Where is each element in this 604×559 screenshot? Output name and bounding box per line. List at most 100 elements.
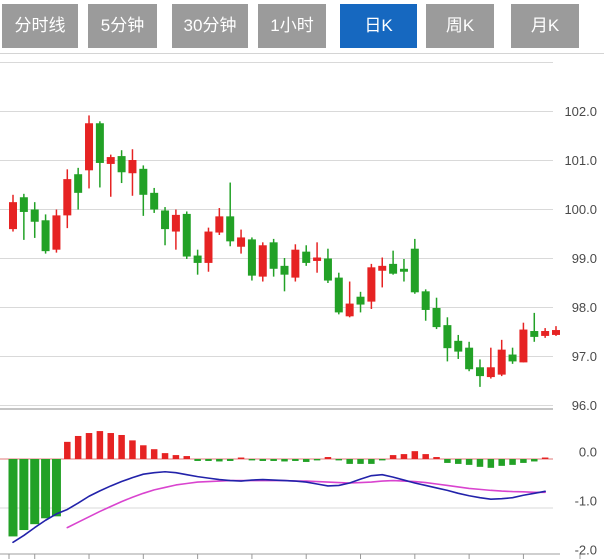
candle-body [41, 220, 50, 252]
candle-body [345, 303, 354, 317]
macd-histogram-bar [41, 459, 51, 519]
macd-histogram-bar [161, 453, 169, 459]
candle-body [52, 215, 61, 250]
macd-histogram-bar [422, 454, 429, 459]
candle-body [139, 168, 148, 195]
candle-body [30, 209, 39, 222]
macd-histogram-bar [389, 455, 397, 459]
candle-body [356, 296, 365, 305]
macd-histogram-bar [444, 459, 451, 463]
macd-histogram-bar [302, 459, 310, 462]
tab-5分钟[interactable]: 5分钟 [88, 4, 157, 48]
candle-body [215, 216, 224, 233]
candle-body [432, 307, 441, 328]
candle-body [530, 331, 539, 337]
candle-body [454, 340, 463, 352]
tab-月K[interactable]: 月K [511, 4, 579, 48]
tab-周K[interactable]: 周K [426, 4, 494, 48]
macd-histogram-bar [357, 459, 364, 464]
macd-histogram-bar [476, 459, 484, 467]
macd-axis-label: 0.0 [579, 445, 597, 460]
macd-histogram-bar [216, 459, 223, 462]
macd-histogram-bar [172, 455, 180, 459]
candle-body [541, 331, 550, 336]
macd-histogram-bar [205, 459, 212, 461]
candle-body [161, 210, 170, 230]
candle-body [313, 257, 322, 261]
macd-histogram-bar [270, 459, 277, 461]
tab-分时线[interactable]: 分时线 [2, 4, 78, 48]
candle-body [74, 174, 83, 193]
macd-histogram-bar [30, 459, 40, 525]
candle-body [204, 231, 213, 263]
candle-body [85, 123, 94, 171]
period-tabbar: 分时线 5分钟 30分钟 1小时 日K 周K 月K [0, 0, 604, 53]
macd-dif-line [12, 470, 546, 544]
candle-body [421, 291, 430, 310]
macd-histogram-bar [281, 459, 288, 462]
price-axis-label: 97.0 [572, 349, 597, 364]
macd-histogram-bar [150, 449, 158, 459]
macd-histogram-bar [248, 459, 256, 461]
candle-body [171, 214, 180, 232]
macd-histogram-bar [455, 459, 462, 464]
macd-histogram-bar [140, 445, 147, 459]
candle-body [367, 267, 376, 302]
candle-body [258, 245, 267, 277]
macd-axis-label: -1.0 [575, 494, 597, 509]
candle-body [237, 237, 246, 247]
candle-body [519, 329, 528, 363]
macd-histogram-bar [107, 433, 114, 459]
candle-body [475, 367, 484, 377]
macd-histogram-bar [96, 431, 104, 459]
candle-body [497, 349, 506, 375]
macd-histogram-bar [520, 459, 527, 463]
candle-body [323, 258, 332, 281]
candle-body [508, 354, 517, 362]
price-axis-label: 99.0 [572, 251, 597, 266]
macd-histogram-bar [509, 459, 516, 465]
macd-histogram-bar [541, 457, 549, 459]
candle-body [334, 277, 343, 313]
candle-body [182, 213, 191, 257]
macd-histogram-bar [129, 440, 136, 459]
macd-histogram-bar [19, 459, 29, 531]
price-axis-label: 98.0 [572, 300, 597, 315]
candle-body [247, 239, 256, 276]
candle-body [486, 367, 495, 378]
candle-body [552, 330, 560, 335]
macd-histogram-bar [346, 459, 353, 464]
candle-body [443, 325, 452, 349]
candle-body [9, 202, 17, 230]
tab-1小时[interactable]: 1小时 [258, 4, 326, 48]
candle-body [106, 157, 115, 164]
price-axis-label: 100.0 [564, 202, 597, 217]
tab-30分钟[interactable]: 30分钟 [172, 4, 248, 48]
candle-body [378, 265, 387, 271]
macd-histogram-bar [118, 434, 125, 459]
candle-body [63, 179, 72, 216]
macd-histogram-bar [226, 459, 234, 461]
macd-histogram-bar [378, 459, 386, 461]
macd-histogram-bar [64, 441, 71, 459]
candle-body [226, 216, 235, 242]
candle-body [399, 268, 408, 272]
candle-body [95, 123, 104, 163]
price-axis-label: 101.0 [564, 153, 597, 168]
macd-histogram-bar [324, 457, 332, 459]
macd-histogram-bar [237, 457, 245, 459]
macd-histogram-bar [8, 459, 18, 537]
macd-histogram-bar [74, 435, 82, 459]
candle-body [302, 251, 311, 263]
price-axis-label: 96.0 [572, 398, 597, 413]
macd-histogram-bar [335, 459, 343, 461]
candle-body [465, 347, 474, 370]
macd-dea-line [66, 479, 546, 529]
macd-histogram-bar [433, 457, 440, 459]
macd-histogram-bar [465, 459, 473, 465]
macd-histogram-bar [400, 454, 408, 459]
candle-body [389, 263, 398, 274]
tab-日K[interactable]: 日K [340, 4, 417, 48]
